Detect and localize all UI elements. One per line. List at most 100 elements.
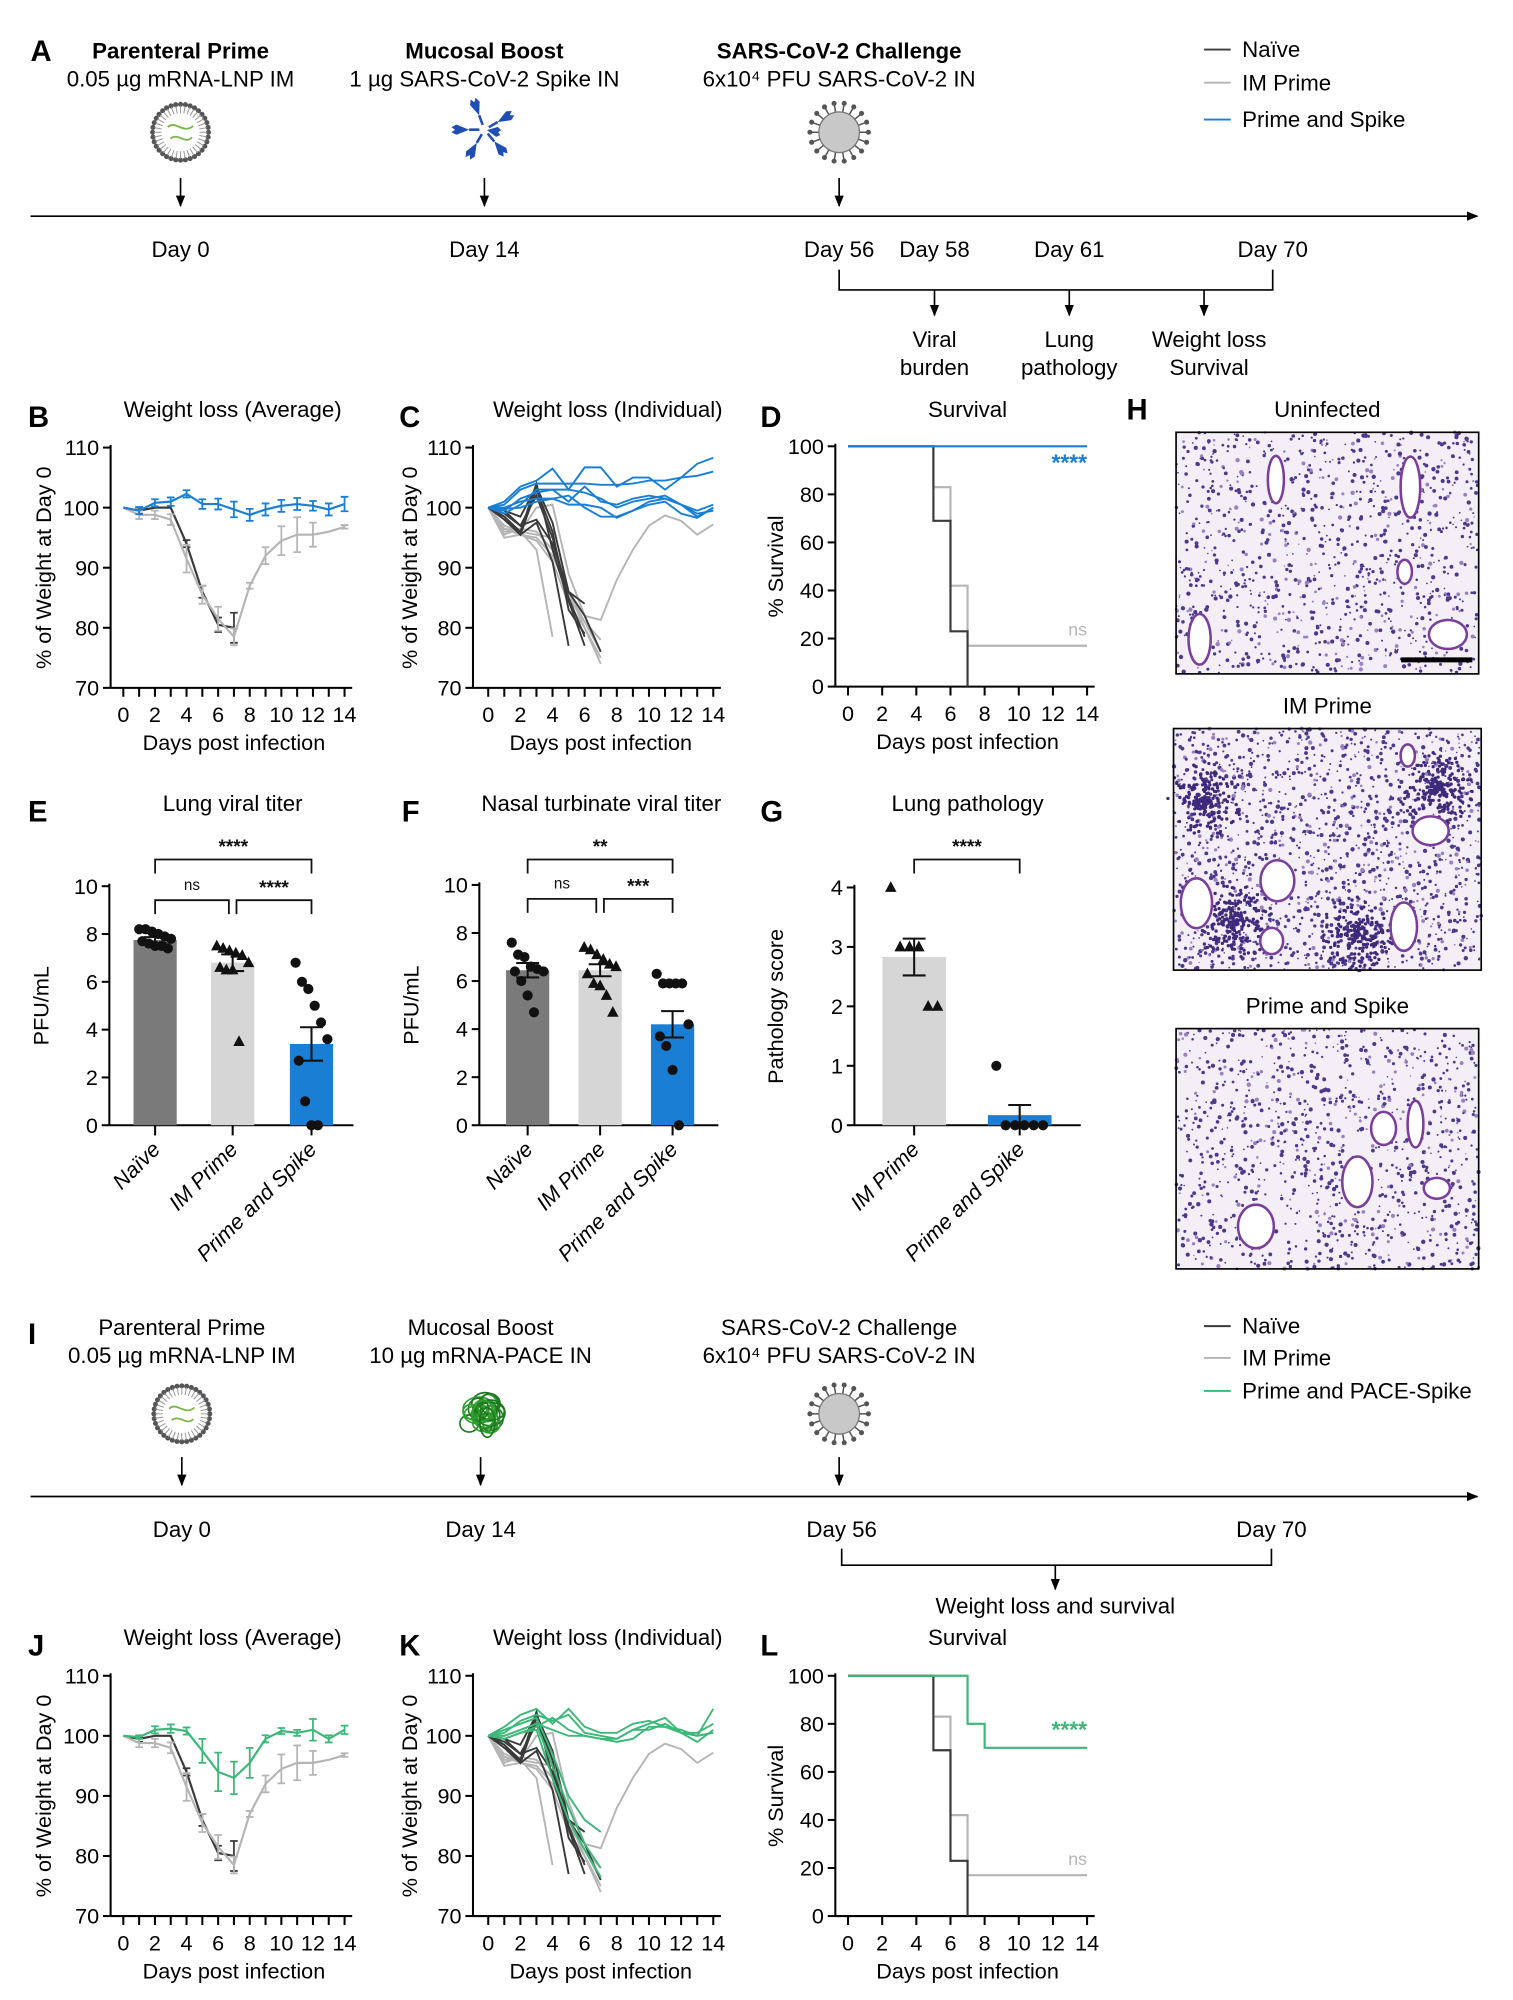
- cell-nucleus: [1355, 526, 1360, 530]
- cell-nucleus: [1464, 1080, 1467, 1083]
- cell-nucleus: [1313, 495, 1316, 497]
- cell-nucleus: [1391, 826, 1394, 829]
- cell-nucleus: [1413, 1191, 1418, 1195]
- cell-nucleus: [1374, 490, 1377, 493]
- cell-nucleus: [1334, 1177, 1337, 1180]
- infiltrate: [1345, 934, 1349, 938]
- infiltrate: [1187, 783, 1191, 788]
- cell-nucleus: [1438, 1085, 1442, 1089]
- cell-nucleus: [1340, 1165, 1344, 1169]
- cell-nucleus: [1278, 1064, 1284, 1069]
- step-detail: 0.05 µg mRNA-LNP IM: [68, 1343, 296, 1368]
- cell-nucleus: [1360, 519, 1362, 521]
- cell-nucleus: [1373, 823, 1376, 827]
- cell-nucleus: [1416, 892, 1419, 895]
- cell-nucleus: [1393, 512, 1395, 514]
- cell-nucleus: [1192, 1191, 1197, 1196]
- cell-nucleus: [1218, 763, 1221, 766]
- cell-nucleus: [1321, 1097, 1326, 1102]
- cell-nucleus: [1440, 937, 1443, 941]
- cell-nucleus: [1314, 505, 1318, 509]
- infiltrate: [1221, 791, 1226, 795]
- cell-nucleus: [1215, 1042, 1218, 1045]
- cell-nucleus: [1177, 560, 1182, 564]
- cell-nucleus: [1297, 579, 1302, 584]
- cell-nucleus: [1229, 484, 1232, 487]
- cell-nucleus: [1427, 933, 1432, 937]
- cell-nucleus: [1304, 1115, 1307, 1117]
- readout-label: burden: [900, 355, 969, 380]
- cell-nucleus: [1242, 946, 1245, 950]
- cell-nucleus: [1198, 750, 1202, 754]
- cell-nucleus: [1199, 954, 1203, 958]
- cell-nucleus: [1194, 1091, 1198, 1095]
- infiltrate: [1413, 788, 1417, 792]
- cell-nucleus: [1352, 472, 1357, 478]
- cell-nucleus: [1342, 549, 1345, 551]
- cell-nucleus: [1294, 758, 1297, 761]
- infiltrate: [1440, 784, 1444, 788]
- cell-nucleus: [1232, 768, 1235, 771]
- cell-nucleus: [1326, 879, 1331, 883]
- cell-nucleus: [1305, 635, 1309, 639]
- cell-nucleus: [1315, 965, 1319, 970]
- cell-nucleus: [1271, 1075, 1276, 1079]
- infiltrate: [1230, 780, 1234, 784]
- cell-nucleus: [1241, 781, 1246, 786]
- cell-nucleus: [1422, 950, 1427, 955]
- cell-nucleus: [1384, 733, 1387, 736]
- cell-nucleus: [1297, 909, 1302, 913]
- cell-nucleus: [1329, 789, 1334, 794]
- cell-nucleus: [1423, 491, 1425, 494]
- cell-nucleus: [1319, 468, 1322, 471]
- cell-nucleus: [1210, 963, 1213, 967]
- cell-nucleus: [1212, 732, 1216, 736]
- cell-nucleus: [1198, 522, 1201, 524]
- cell-nucleus: [1441, 487, 1445, 491]
- cell-nucleus: [1232, 539, 1236, 543]
- cell-nucleus: [1246, 1078, 1249, 1082]
- infiltrate: [1325, 923, 1329, 927]
- cell-nucleus: [1389, 746, 1393, 750]
- cell-nucleus: [1341, 885, 1346, 890]
- cell-nucleus: [1467, 814, 1471, 818]
- infiltrate: [1449, 811, 1453, 815]
- cell-nucleus: [1344, 1262, 1348, 1266]
- cell-nucleus: [1411, 815, 1416, 820]
- cell-nucleus: [1344, 1086, 1347, 1089]
- cell-nucleus: [1328, 838, 1332, 842]
- cell-nucleus: [1373, 830, 1378, 835]
- cell-nucleus: [1350, 742, 1353, 745]
- cell-nucleus: [1457, 827, 1460, 830]
- lipid-head: [182, 157, 188, 163]
- infiltrate: [1408, 786, 1412, 790]
- cell-nucleus: [1180, 1183, 1183, 1187]
- cell-nucleus: [1475, 1148, 1479, 1151]
- cell-nucleus: [1345, 586, 1350, 591]
- cell-nucleus: [1358, 1127, 1362, 1131]
- airway: [1187, 612, 1212, 666]
- cell-nucleus: [1288, 852, 1292, 856]
- lipid-tail: [172, 1431, 176, 1440]
- cell-nucleus: [1470, 547, 1473, 550]
- cell-nucleus: [1421, 897, 1425, 901]
- infiltrate: [1370, 909, 1374, 913]
- infiltrate: [1214, 803, 1218, 807]
- infiltrate: [1363, 900, 1368, 905]
- cell-nucleus: [1235, 1173, 1238, 1176]
- cell-nucleus: [1274, 829, 1277, 832]
- cell-nucleus: [1368, 794, 1372, 798]
- cell-nucleus: [1356, 458, 1361, 463]
- cell-nucleus: [1209, 1106, 1213, 1110]
- airway: [1422, 1176, 1452, 1200]
- cell-nucleus: [1263, 841, 1265, 844]
- cell-nucleus: [1452, 516, 1455, 519]
- cell-nucleus: [1235, 433, 1240, 438]
- cell-nucleus: [1212, 857, 1216, 862]
- cell-nucleus: [1231, 1080, 1235, 1084]
- cell-nucleus: [1245, 814, 1249, 818]
- cell-nucleus: [1259, 905, 1264, 910]
- infiltrate: [1336, 931, 1340, 935]
- cell-nucleus: [1200, 1262, 1204, 1266]
- cell-nucleus: [1234, 526, 1239, 531]
